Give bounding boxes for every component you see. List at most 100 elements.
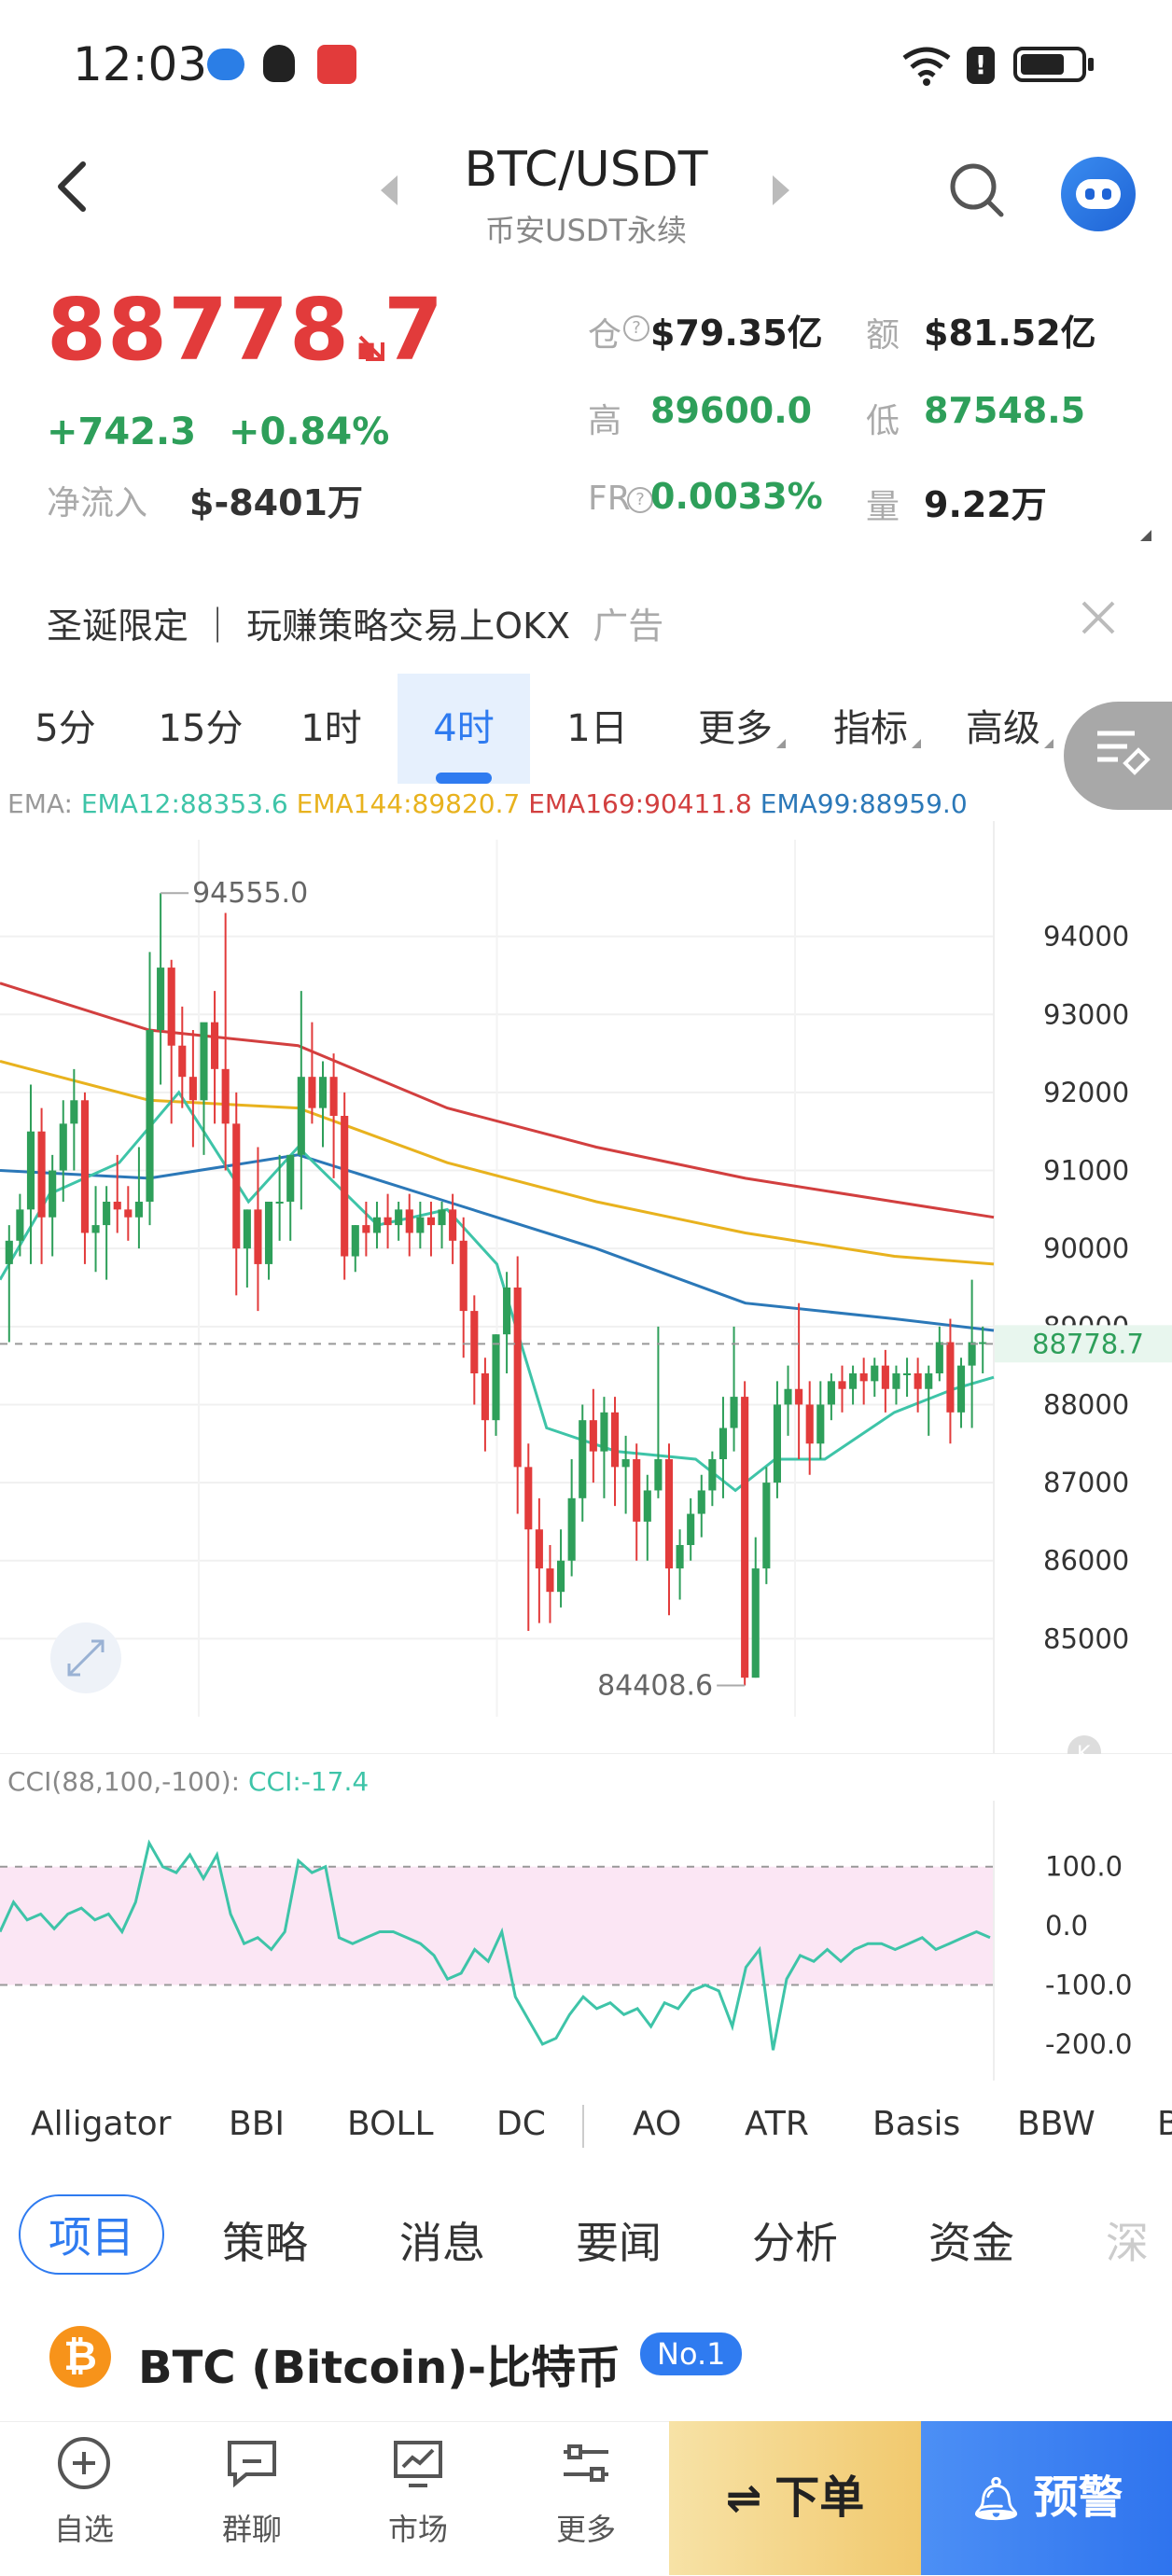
price-alert-button[interactable]: 🔔︎ 预警 (921, 2421, 1172, 2575)
nav-chat[interactable]: 群聊 (173, 2433, 331, 2549)
candle-body (405, 1209, 413, 1233)
candle-body (103, 1202, 111, 1226)
candlestick-chart[interactable]: 9400093000920009100090000890008800087000… (0, 821, 1172, 1754)
cci-band (0, 1866, 994, 1985)
candle-body (384, 1217, 392, 1226)
stat-low-label: 低 (866, 402, 900, 440)
tab-15m[interactable]: 15分 (158, 707, 244, 750)
candle-body (232, 1123, 241, 1249)
candle-body (751, 1568, 760, 1678)
ad-banner[interactable]: 圣诞限定 ｜ 玩赚策略交易上OKX 广告 (47, 597, 663, 648)
y-tick-label: 85000 (1043, 1622, 1129, 1654)
indicator-bbw[interactable]: BBW (1017, 2105, 1095, 2143)
expand-stats-icon[interactable] (1140, 530, 1151, 541)
info-tab-depth[interactable]: 深 (1106, 2218, 1149, 2268)
candle-body (968, 1342, 976, 1366)
tab-1d[interactable]: 1日 (566, 707, 628, 750)
candle-body (362, 1225, 370, 1233)
tools-icon (1097, 731, 1151, 775)
candle-body (892, 1373, 900, 1389)
indicator-more[interactable]: B (1157, 2105, 1172, 2143)
candle-body (567, 1497, 576, 1561)
nav-market-label: 市场 (387, 2512, 448, 2547)
info-tab-analysis[interactable]: 分析 (752, 2218, 838, 2268)
candle-body (676, 1545, 684, 1569)
y-tick-label: 93000 (1043, 998, 1129, 1030)
stat-low-value: 87548.5 (924, 390, 1086, 431)
oi-info-icon[interactable]: ? (623, 315, 649, 341)
exchange-subtitle: 币安USDT永续 (485, 213, 687, 248)
y-tick-label: 87000 (1043, 1467, 1129, 1498)
bell-icon: 🔔︎ (970, 2475, 1023, 2523)
candle-body (157, 968, 165, 1030)
indicator-dc[interactable]: DC (496, 2105, 546, 2143)
candle-body (124, 1209, 133, 1218)
alert-status-icon: ! (967, 47, 995, 84)
kline-toggle-icon: K (1067, 1735, 1101, 1754)
candle-body (329, 1077, 338, 1116)
candle-body (773, 1404, 781, 1483)
info-tab-news[interactable]: 消息 (399, 2218, 485, 2268)
candle-body (395, 1209, 403, 1226)
candle-body (91, 1225, 100, 1233)
stat-fr-label: FR (588, 480, 631, 518)
ema169-value: EMA169:90411.8 (528, 788, 752, 819)
info-tab-project[interactable]: 项目 (19, 2194, 164, 2275)
prev-pair-icon[interactable] (381, 175, 398, 205)
tab-indicators[interactable]: 指标 (821, 674, 933, 784)
nav-watchlist[interactable]: 自选 (5, 2433, 163, 2549)
candle-body (70, 1100, 78, 1124)
candle-body (286, 1154, 295, 1202)
stat-turnover-label: 额 (866, 316, 900, 355)
candle-body (264, 1202, 273, 1264)
add-icon (58, 2437, 110, 2489)
pair-title[interactable]: BTC/USDT (464, 142, 708, 198)
indicator-basis[interactable]: Basis (872, 2105, 961, 2143)
candle-body (805, 1404, 814, 1444)
info-tab-headlines[interactable]: 要闻 (576, 2218, 662, 2268)
indicator-boll[interactable]: BOLL (347, 2105, 434, 2143)
y-tick-label: 86000 (1043, 1545, 1129, 1577)
ad-tag: 广告 (593, 606, 664, 647)
indicator-ao[interactable]: AO (633, 2105, 682, 2143)
close-icon[interactable] (1078, 597, 1119, 638)
tab-4h[interactable]: 4时 (398, 674, 530, 784)
nav-watchlist-label: 自选 (53, 2512, 114, 2547)
rank-badge: No.1 (640, 2332, 743, 2375)
tab-advanced[interactable]: 高级 (954, 674, 1066, 784)
fr-info-icon[interactable]: ? (627, 487, 653, 513)
low-label: 84408.6 (597, 1670, 713, 1703)
drawing-tools-button[interactable] (1064, 702, 1172, 810)
indicator-bbi[interactable]: BBI (229, 2105, 286, 2143)
candle-body (902, 1373, 912, 1375)
cci-legend: CCI(88,100,-100): CCI:-17.4 (7, 1766, 369, 1797)
battery-icon (1013, 47, 1086, 82)
candle-body (492, 1334, 500, 1421)
indicator-atr[interactable]: ATR (745, 2105, 809, 2143)
search-icon[interactable] (947, 160, 1005, 218)
back-icon[interactable] (51, 159, 92, 215)
nav-market[interactable]: 市场 (339, 2433, 497, 2549)
candle-body (275, 1202, 284, 1204)
assistant-bot-icon[interactable] (1061, 157, 1136, 231)
y-tick-label: 92000 (1043, 1077, 1129, 1108)
stat-high-label: 高 (588, 402, 622, 440)
svg-text:K: K (1077, 1743, 1091, 1754)
candle-body (167, 968, 175, 1046)
tab-5m[interactable]: 5分 (35, 707, 96, 750)
next-pair-icon[interactable] (773, 175, 789, 205)
tab-1h[interactable]: 1时 (300, 707, 362, 750)
place-order-button[interactable]: ⇌ 下单 (669, 2421, 921, 2575)
cci-chart[interactable]: 100.0 0.0 -100.0 -200.0 (0, 1801, 1172, 2081)
nav-more[interactable]: 更多 (507, 2433, 665, 2549)
expand-icon (50, 1622, 121, 1693)
candle-body (935, 1342, 943, 1373)
news-app-icon (317, 45, 356, 84)
indicator-alligator[interactable]: Alligator (31, 2105, 172, 2143)
tab-more[interactable]: 更多 (686, 674, 798, 784)
candle-body (80, 1100, 90, 1233)
info-tab-funds[interactable]: 资金 (928, 2218, 1014, 2268)
netflow-label: 净流入 (47, 484, 148, 522)
info-tab-strategy[interactable]: 策略 (222, 2218, 308, 2268)
last-price: 88778.7 (47, 280, 445, 380)
